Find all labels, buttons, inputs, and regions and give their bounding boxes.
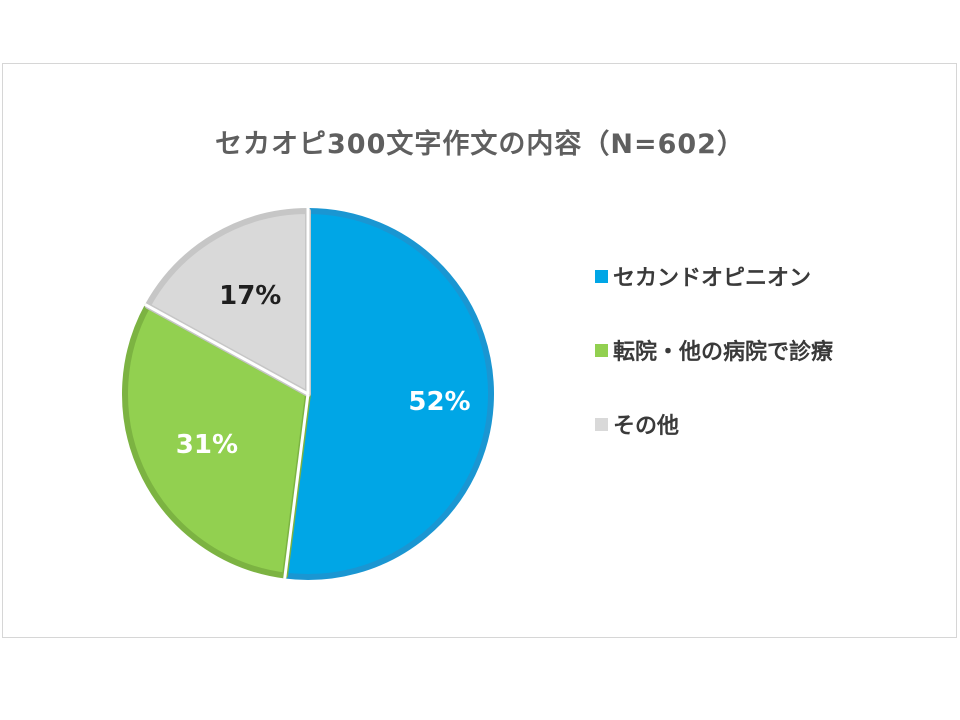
slice-separator xyxy=(144,303,309,396)
slice-separator xyxy=(283,393,310,579)
legend-swatch-transfer xyxy=(595,343,608,357)
slice-label-transfer: 31% xyxy=(176,430,238,460)
chart-title: セカオピ300文字作文の内容（N=602） xyxy=(215,129,745,160)
legend-swatch-second-opinion xyxy=(595,269,608,283)
slice-other xyxy=(144,208,311,397)
legend-swatch-other xyxy=(595,417,608,431)
legend-label-other: その他 xyxy=(613,414,680,439)
legend-item-second-opinion: セカンドオピニオン xyxy=(595,258,833,294)
slice-label-other: 17% xyxy=(219,281,281,311)
legend-item-transfer: 転院・他の病院で診療 xyxy=(595,332,833,368)
slice-label-second-opinion: 52% xyxy=(408,387,470,417)
slice-second-opinion xyxy=(282,208,494,580)
legend: セカンドオピニオン 転院・他の病院で診療 その他 xyxy=(595,258,833,480)
legend-label-second-opinion: セカンドオピニオン xyxy=(613,266,812,291)
legend-label-transfer: 転院・他の病院で診療 xyxy=(613,340,834,365)
legend-item-other: その他 xyxy=(595,406,833,442)
slice-transfer xyxy=(122,302,311,579)
